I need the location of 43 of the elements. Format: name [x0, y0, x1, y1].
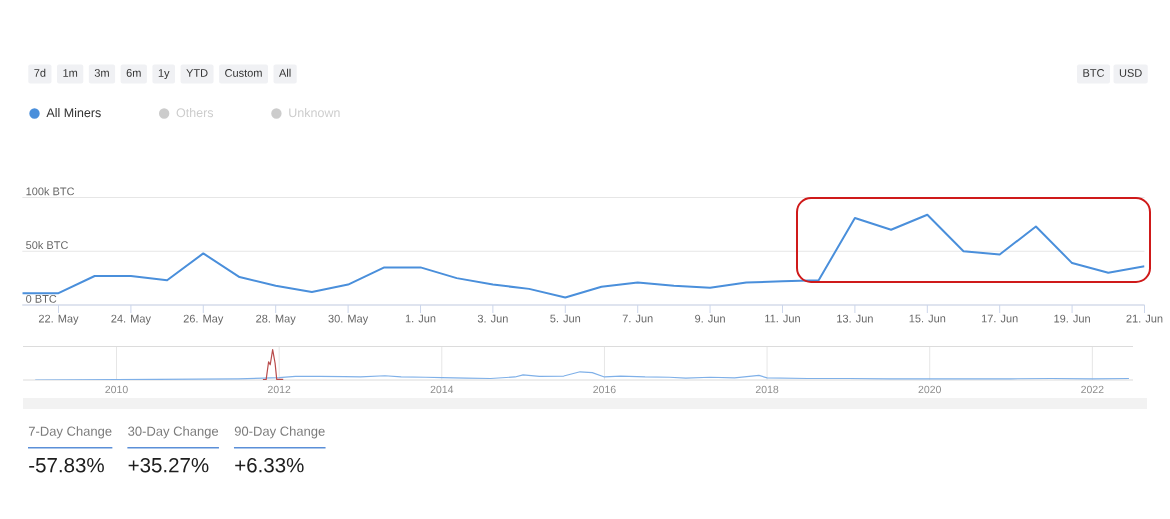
legend-label: All Miners: [46, 107, 101, 118]
text: 7d: [34, 68, 46, 77]
category-label: 7-Day Change: [28, 426, 112, 439]
x-tick-label: 26. May: [183, 314, 224, 325]
text: BTC: [1083, 69, 1105, 77]
text: All: [279, 68, 291, 77]
text: YTD: [186, 69, 208, 77]
y-tick-label: 0 BTC: [26, 294, 57, 303]
x-tick-label: 24. May: [111, 314, 151, 325]
text: 3m: [94, 69, 109, 77]
x-tick-label: 15. Jun: [909, 314, 946, 323]
text: +35.27%: [128, 457, 209, 473]
text: -57.83%: [29, 457, 104, 473]
y-tick-label: 50k BTC: [26, 240, 68, 249]
x-tick-label: 9. Jun: [695, 314, 725, 323]
text: 1y: [158, 69, 170, 80]
category-label: 30-Day Change: [128, 426, 219, 439]
x-tick-label: 22. May: [38, 314, 79, 325]
y-tick-label: 100k BTC: [26, 187, 75, 196]
x-tick-label: 1. Jun: [405, 314, 436, 323]
x-tick-label: 2018: [755, 385, 779, 394]
x-tick-label: 5. Jun: [550, 314, 581, 323]
text: +6.33%: [235, 457, 304, 473]
x-tick-label: 11. Jun: [765, 314, 800, 323]
text: Custom: [225, 69, 262, 77]
x-tick-label: 2012: [268, 385, 291, 394]
x-tick-label: 21. Jun: [1126, 314, 1163, 323]
x-tick-label: 2014: [430, 385, 454, 394]
x-tick-label: 2020: [918, 385, 941, 394]
x-tick-label: 28. May: [256, 314, 296, 325]
x-tick-label: 2010: [105, 385, 128, 394]
x-tick-label: 2016: [593, 385, 616, 394]
text: 1m: [63, 69, 78, 77]
x-tick-label: 7. Jun: [622, 314, 653, 323]
category-label: 90-Day Change: [234, 426, 325, 439]
x-tick-label: 30. May: [328, 314, 369, 325]
text: USD: [1119, 69, 1142, 77]
text: 6m: [126, 69, 141, 77]
x-tick-label: 3. Jun: [477, 314, 508, 323]
x-tick-label: 13. Jun: [837, 314, 873, 323]
x-tick-label: 19. Jun: [1054, 314, 1090, 323]
x-tick-label: 2022: [1081, 385, 1104, 394]
x-tick-label: 17. Jun: [981, 314, 1018, 323]
